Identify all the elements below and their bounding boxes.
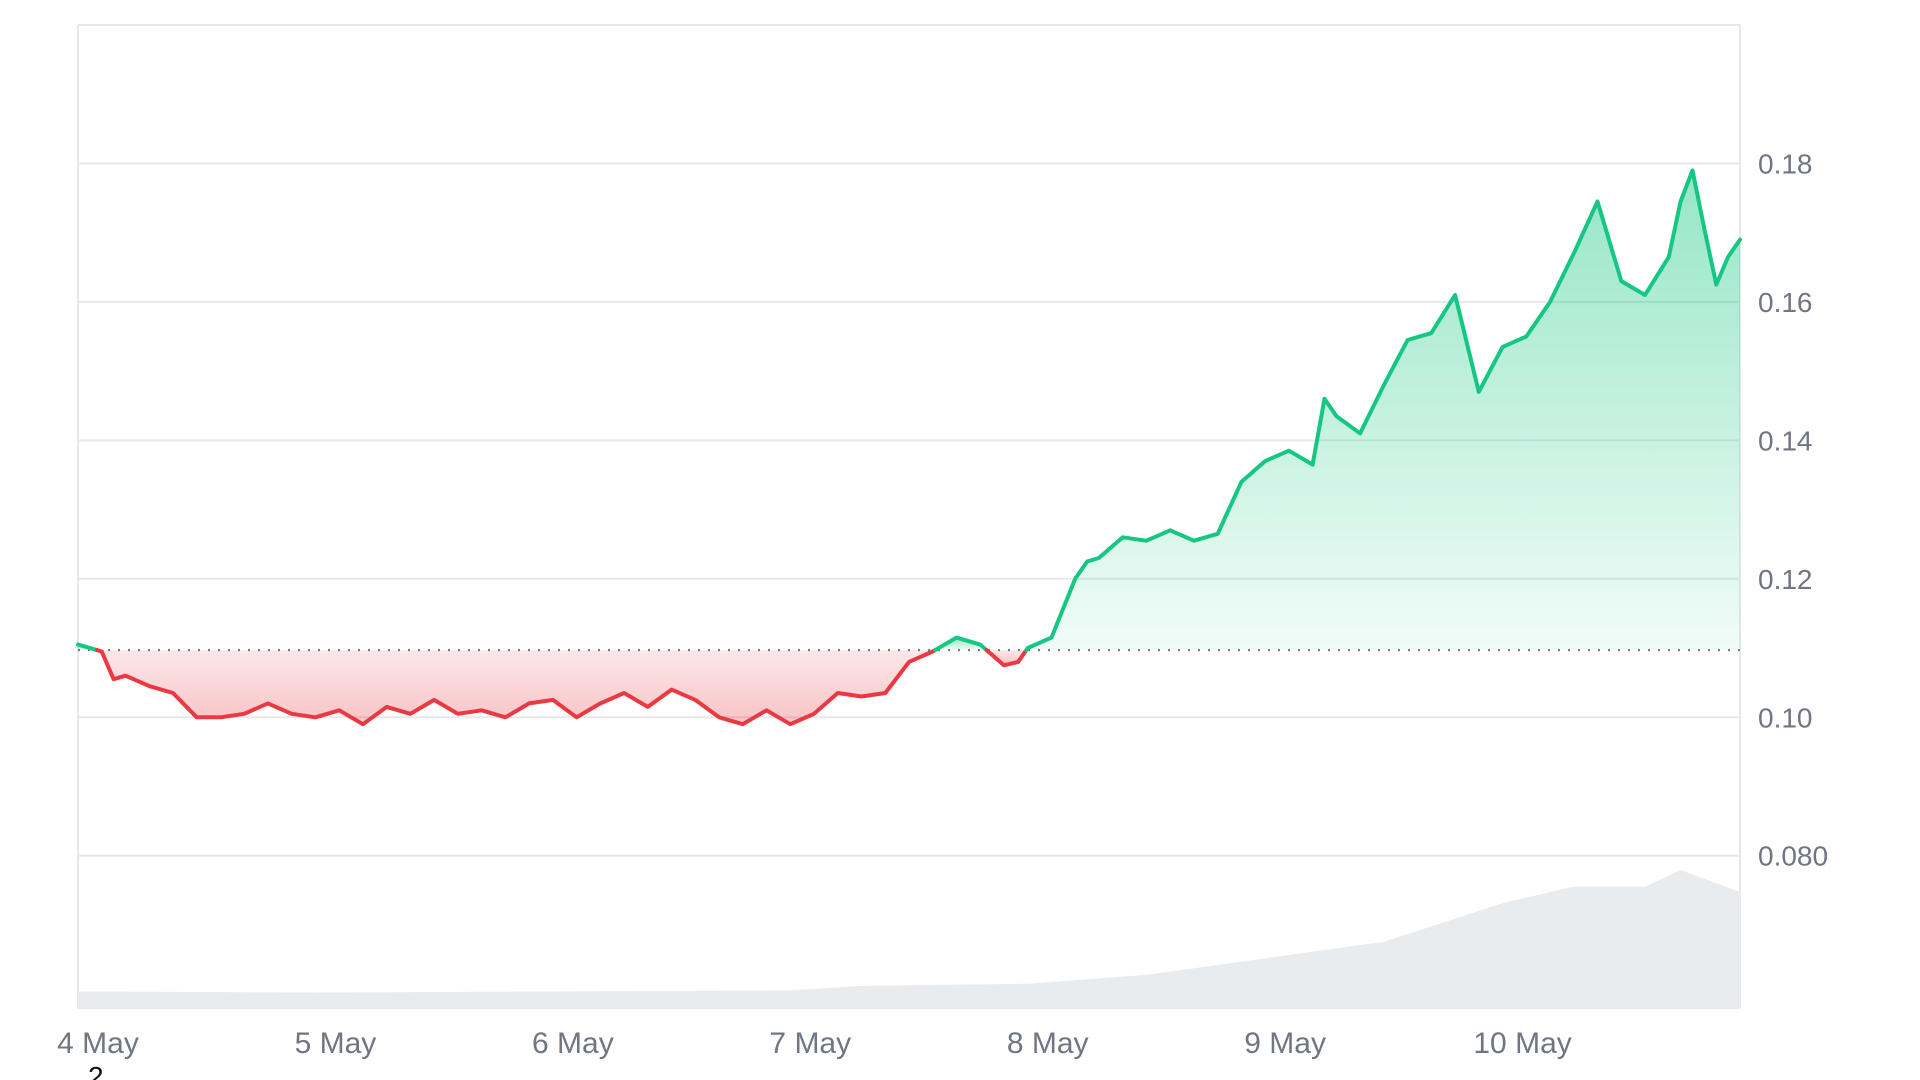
- price-line-above: [1024, 168, 1742, 653]
- x-tick-label: 7 May: [769, 1027, 851, 1060]
- x-tick-label: 5 May: [295, 1027, 377, 1060]
- price-line-below: [984, 648, 1029, 668]
- y-axis-ticks: 0.080 0.10 0.12 0.14 0.16 0.18: [1758, 148, 1828, 871]
- y-tick-label: 0.10: [1758, 702, 1813, 733]
- price-lines: [76, 168, 1742, 727]
- volume-shape: [78, 870, 1740, 1008]
- area-above-baseline: [1026, 170, 1740, 651]
- volume-area: [78, 870, 1740, 1008]
- x-tick-label: 6 May: [532, 1027, 614, 1060]
- price-line-below: [95, 648, 938, 727]
- x-tick-label: 8 May: [1007, 1027, 1089, 1060]
- x-tick-label: 9 May: [1244, 1027, 1326, 1060]
- area-above-baseline: [935, 637, 987, 651]
- y-tick-label: 0.18: [1758, 148, 1813, 179]
- price-line-above: [933, 635, 989, 653]
- y-tick-label: 0.080: [1758, 841, 1828, 872]
- footnote-label: 2: [88, 1061, 104, 1080]
- x-tick-label: 10 May: [1473, 1027, 1571, 1060]
- price-fill-areas: [78, 170, 1740, 725]
- price-line-above: [76, 642, 99, 653]
- x-axis-ticks: 4 May 5 May 6 May 7 May 8 May 9 May 10 May: [57, 1027, 1572, 1060]
- x-tick-label: 4 May: [57, 1027, 139, 1060]
- y-tick-label: 0.14: [1758, 425, 1813, 456]
- y-tick-label: 0.12: [1758, 564, 1813, 595]
- y-tick-label: 0.16: [1758, 287, 1813, 318]
- area-below-baseline: [96, 650, 936, 725]
